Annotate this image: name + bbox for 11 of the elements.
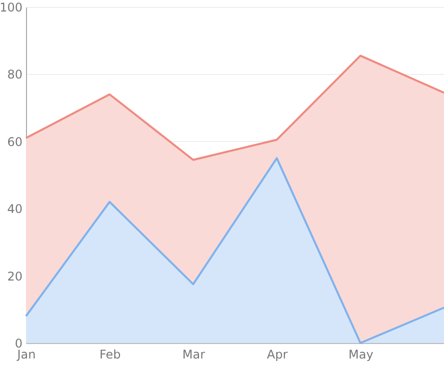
y-tick-label: 100: [0, 0, 22, 14]
y-tick-label: 20: [7, 269, 22, 284]
y-tick-label: 40: [7, 202, 22, 216]
x-tick-label: Jan: [16, 348, 36, 362]
x-tick-label: Mar: [182, 348, 206, 362]
x-tick-label: May: [348, 348, 374, 362]
y-tick-label: 0: [14, 336, 22, 350]
x-tick-label: Feb: [99, 348, 121, 362]
y-tick-label: 80: [7, 68, 22, 82]
x-tick-label: Apr: [266, 348, 288, 362]
y-tick-label: 60: [7, 134, 22, 149]
